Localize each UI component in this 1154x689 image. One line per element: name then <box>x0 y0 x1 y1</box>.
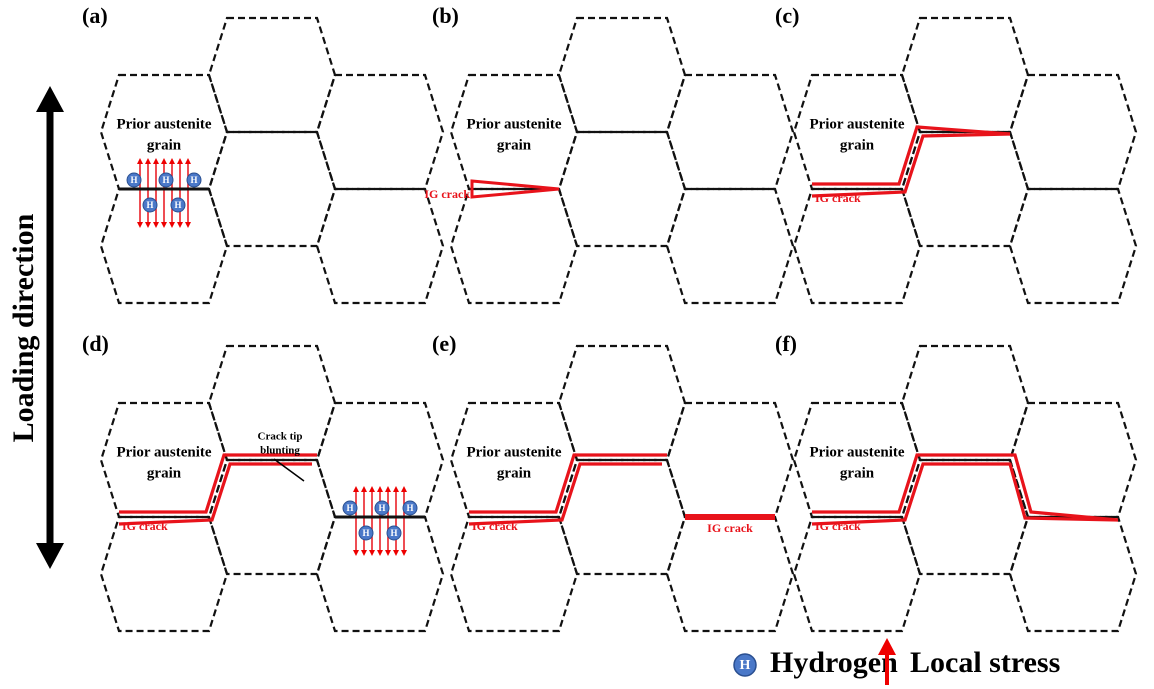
hydrogen-symbol: H <box>378 503 385 513</box>
grain-boundary <box>209 346 335 460</box>
grain-boundary <box>317 189 443 303</box>
grain-boundary <box>451 517 577 631</box>
grain-boundary <box>1010 517 1136 631</box>
hydrogen-symbol: H <box>162 175 169 185</box>
grain-label: Prior austenite <box>116 444 211 460</box>
grain-boundary <box>559 460 685 574</box>
crack-label: IG crack <box>424 187 470 201</box>
hydrogen-symbol: H <box>406 503 413 513</box>
panel-label: (a) <box>82 3 108 28</box>
grain-boundary <box>667 75 793 189</box>
grain-boundary <box>902 18 1028 132</box>
grain-boundary <box>101 517 227 631</box>
panel-label: (e) <box>432 331 456 356</box>
hydrogen-symbol: H <box>346 503 353 513</box>
grain-boundary <box>902 460 1028 574</box>
grain-label: Prior austenite <box>116 116 211 132</box>
hydrogen-symbol: H <box>174 200 181 210</box>
hydrogen-symbol: H <box>190 175 197 185</box>
legend-stress: Local stress <box>910 646 1060 679</box>
grain-label: grain <box>840 137 875 153</box>
crack-label: IG crack <box>815 191 861 205</box>
grain-boundary <box>451 189 577 303</box>
grain-label: grain <box>497 465 532 481</box>
grain-boundary <box>794 189 920 303</box>
panel-label: (c) <box>775 3 799 28</box>
annotation: blunting <box>260 445 300 457</box>
grain-label: Prior austenite <box>466 444 561 460</box>
panel-label: (d) <box>82 331 109 356</box>
grain-label: grain <box>497 137 532 153</box>
panel: (e) Prior austenite grain IG crack IG crack <box>432 331 793 631</box>
grain-boundary <box>1010 189 1136 303</box>
crack-label: IG crack <box>122 519 168 533</box>
grain-boundary <box>794 517 920 631</box>
panel: (c) Prior austenite grain IG crack <box>775 3 1136 303</box>
loading-direction: Loading direction <box>7 213 40 442</box>
grain-label: Prior austenite <box>466 116 561 132</box>
legend-hydrogen: Hydrogen <box>770 646 898 679</box>
grain-label: Prior austenite <box>809 444 904 460</box>
figure: Loading direction H Hydrogen Local stres… <box>0 0 1154 689</box>
panel: (b) Prior austenite grain IG crack <box>424 3 793 303</box>
loading-arrow <box>36 86 64 569</box>
legend: H Hydrogen Local stress <box>734 638 1060 685</box>
grain-boundary <box>209 132 335 246</box>
grain-label: grain <box>147 465 182 481</box>
grain-boundary <box>902 132 1028 246</box>
annotation: Crack tip <box>258 431 303 443</box>
hydrogen-symbol: H <box>362 528 369 538</box>
annotation-arrow <box>274 459 304 481</box>
grain-boundary <box>559 132 685 246</box>
grain-boundary <box>559 18 685 132</box>
grain-label: grain <box>147 137 182 153</box>
grain-label: Prior austenite <box>809 116 904 132</box>
grain-boundary <box>1010 75 1136 189</box>
crack-label: IG crack <box>472 519 518 533</box>
grain-boundary <box>317 75 443 189</box>
grain-label: grain <box>840 465 875 481</box>
panel: (d) Prior austenite grain IG crack H H H H H Crac… <box>82 331 443 631</box>
panel-label: (f) <box>775 331 797 356</box>
panel: (a) Prior austenite grain H H H H H <box>82 3 443 303</box>
panel-label: (b) <box>432 3 459 28</box>
crack-label: IG crack <box>815 519 861 533</box>
grain-boundary <box>667 403 793 517</box>
grain-boundary <box>209 460 335 574</box>
grain-boundary <box>209 18 335 132</box>
grain-boundary <box>667 189 793 303</box>
grain-boundary <box>559 346 685 460</box>
panel: (f) Prior austenite grain IG crack <box>775 331 1136 631</box>
hydrogen-symbol: H <box>390 528 397 538</box>
legend-h-symbol: H <box>740 658 751 673</box>
grain-boundary <box>902 346 1028 460</box>
hydrogen-symbol: H <box>146 200 153 210</box>
crack-label: IG crack <box>707 521 753 535</box>
hydrogen-symbol: H <box>130 175 137 185</box>
